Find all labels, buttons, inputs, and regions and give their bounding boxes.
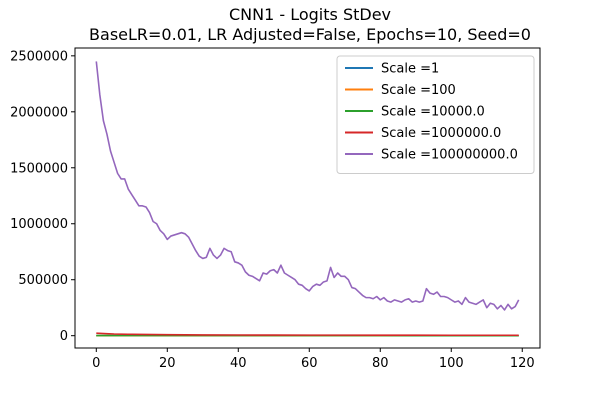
- x-tick-label-3: 60: [301, 356, 318, 371]
- x-tick-label-5: 100: [439, 356, 464, 371]
- legend-label-2: Scale =10000.0: [381, 105, 485, 120]
- x-tick-label-1: 20: [159, 356, 176, 371]
- x-tick-label-6: 120: [510, 356, 535, 371]
- chart-subtitle: BaseLR=0.01, LR Adjusted=False, Epochs=1…: [89, 25, 531, 44]
- legend-label-3: Scale =1000000.0: [381, 126, 501, 141]
- legend-label-4: Scale =100000000.0: [381, 148, 518, 163]
- axes: 0 20 40 60 80 100 120 0 500000 1000000 1500000 2000…: [10, 47, 541, 371]
- x-tick-label-0: 0: [92, 356, 100, 371]
- y-tick-label-4: 2000000: [10, 105, 68, 120]
- legend: Scale =1 Scale =100 Scale =10000.0 Scale =1…: [336, 55, 535, 174]
- legend-label-1: Scale =100: [381, 83, 456, 98]
- axes-frame: [74, 47, 541, 349]
- y-tick-label-5: 2500000: [10, 49, 68, 64]
- x-tick-label-4: 80: [372, 356, 389, 371]
- legend-label-0: Scale =1: [381, 62, 439, 77]
- legend-box: [336, 55, 535, 174]
- y-tick-label-0: 0: [60, 329, 68, 344]
- series-line-4: [95, 61, 520, 311]
- y-tick-label-2: 1000000: [10, 217, 68, 232]
- plot-area: [95, 61, 520, 337]
- y-tick-label-1: 500000: [18, 273, 68, 288]
- series-line-3: [96, 332, 519, 337]
- y-tick-label-3: 1500000: [10, 161, 68, 176]
- x-tick-label-2: 40: [230, 356, 247, 371]
- chart-title: CNN1 - Logits StDev: [229, 5, 391, 24]
